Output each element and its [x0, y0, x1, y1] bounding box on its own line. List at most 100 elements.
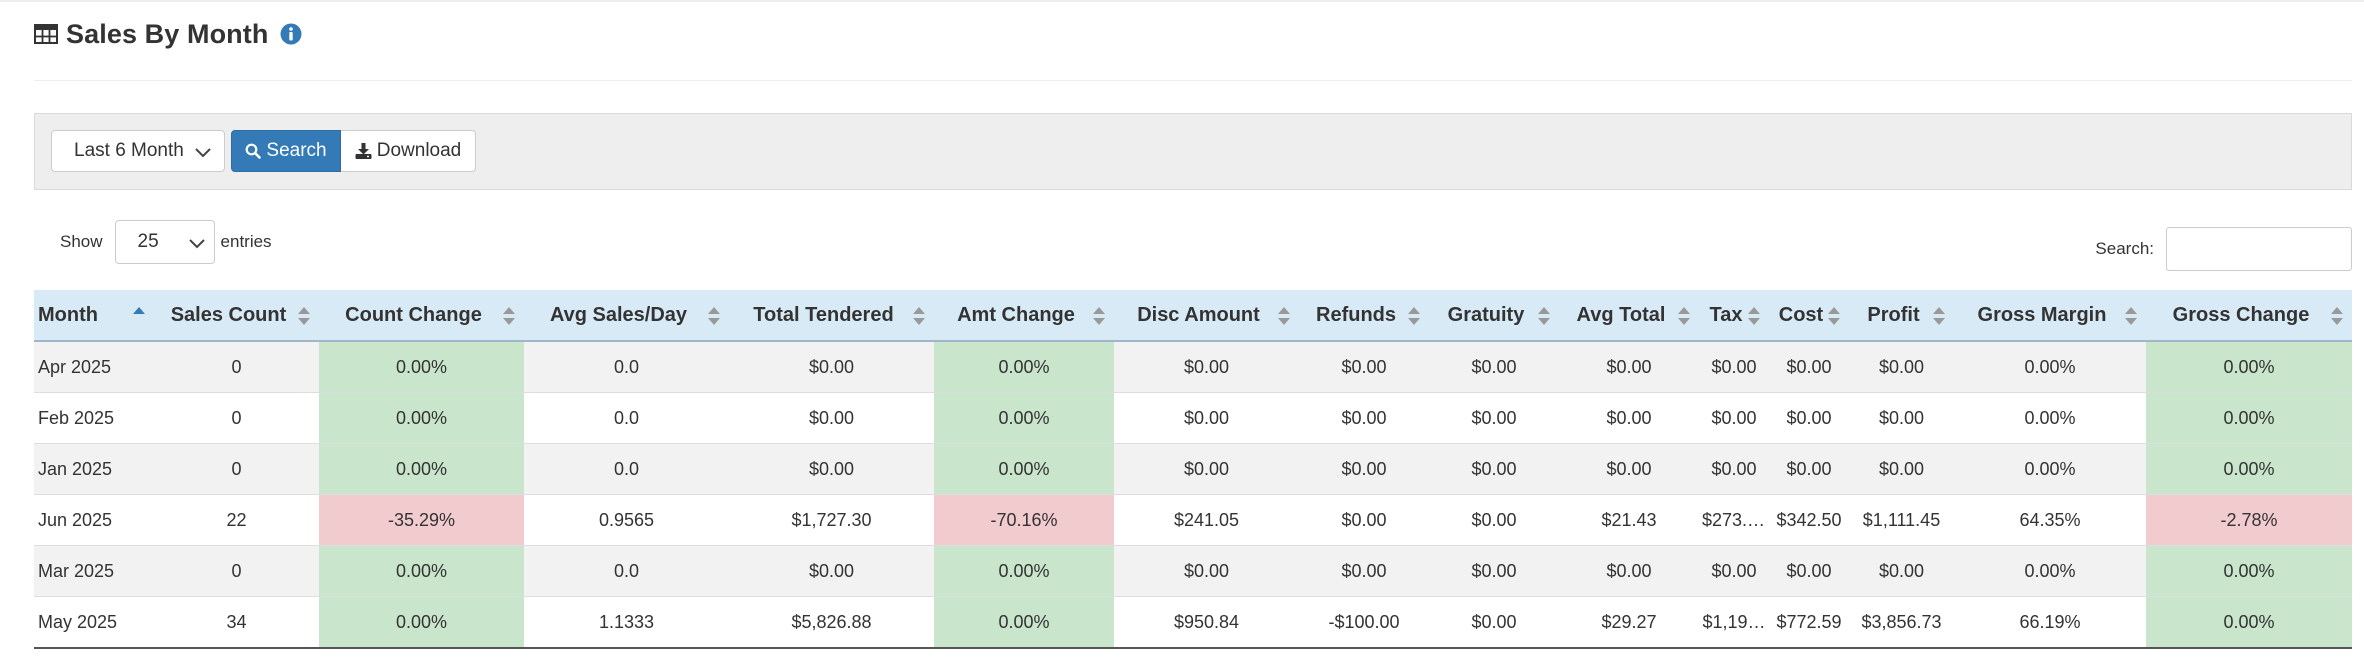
column-header[interactable]: Tax: [1699, 290, 1769, 342]
table-search: Search:: [2095, 227, 2352, 271]
column-header[interactable]: Count Change: [319, 290, 524, 342]
table-head: Month Sales Count Count Change Avg Sales/Da…: [34, 290, 2352, 342]
table-row: Feb 2025 0 0.00% 0.0 $0.00 0.00% $0.00 $0.00 $0.…: [34, 392, 2352, 444]
cell-count-change: 0.00%: [319, 340, 524, 393]
cell-amt-change: 0.00%: [934, 596, 1114, 649]
column-header-label: Gratuity: [1447, 303, 1525, 326]
cell-profit: $0.00: [1849, 392, 1954, 444]
table-body: Apr 2025 0 0.00% 0.0 $0.00 0.00% $0.00 $0.00 $0.…: [34, 340, 2352, 649]
column-header[interactable]: Refunds: [1299, 290, 1429, 342]
cell-month: Mar 2025: [34, 545, 154, 597]
cell-disc-amount: $0.00: [1114, 443, 1299, 495]
column-header[interactable]: Sales Count: [154, 290, 319, 342]
info-icon[interactable]: [280, 23, 302, 45]
cell-gratuity: $0.00: [1429, 545, 1559, 597]
column-header-label: Gross Change: [2172, 303, 2310, 326]
cell-refunds: $0.00: [1299, 392, 1429, 444]
column-header[interactable]: Gratuity: [1429, 290, 1559, 342]
column-header-label: Profit: [1867, 303, 1920, 326]
sort-both-icon: [708, 307, 720, 325]
cell-total-tendered: $0.00: [729, 392, 934, 444]
cell-cost: $772.59: [1769, 596, 1849, 649]
cell-tax: $0.00: [1699, 392, 1769, 444]
cell-tax: $0.00: [1699, 545, 1769, 597]
period-select-value: Last 6 Month: [74, 140, 184, 161]
column-header[interactable]: Gross Change: [2146, 290, 2352, 342]
cell-cost: $342.50: [1769, 494, 1849, 546]
column-header[interactable]: Total Tendered: [729, 290, 934, 342]
column-header[interactable]: Profit: [1849, 290, 1954, 342]
cell-month: Feb 2025: [34, 392, 154, 444]
column-header[interactable]: Avg Sales/Day: [524, 290, 729, 342]
chevron-down-icon: [188, 239, 205, 249]
cell-count-change: 0.00%: [319, 545, 524, 597]
cell-gross-margin: 0.00%: [1954, 340, 2146, 393]
column-header-label: Refunds: [1316, 303, 1396, 326]
table-row: Apr 2025 0 0.00% 0.0 $0.00 0.00% $0.00 $0.00 $0.…: [34, 340, 2352, 393]
column-header[interactable]: Avg Total: [1559, 290, 1699, 342]
sort-both-icon: [1408, 307, 1420, 325]
column-header-label: Gross Margin: [1977, 303, 2107, 326]
table-search-input[interactable]: [2166, 227, 2352, 271]
sort-both-icon: [1933, 307, 1945, 325]
cell-profit: $0.00: [1849, 340, 1954, 393]
table-row: Mar 2025 0 0.00% 0.0 $0.00 0.00% $0.00 $0.00 $0.…: [34, 545, 2352, 597]
cell-profit: $0.00: [1849, 443, 1954, 495]
cell-profit: $3,856.73: [1849, 596, 1954, 649]
cell-avg-sales-day: 0.0: [524, 340, 729, 393]
cell-gross-margin: 64.35%: [1954, 494, 2146, 546]
cell-avg-sales-day: 0.0: [524, 443, 729, 495]
period-select[interactable]: Last 6 Month: [51, 130, 225, 172]
cell-avg-total: $0.00: [1559, 392, 1699, 444]
cell-total-tendered: $1,727.30: [729, 494, 934, 546]
column-header[interactable]: Disc Amount: [1114, 290, 1299, 342]
cell-disc-amount: $0.00: [1114, 545, 1299, 597]
cell-cost: $0.00: [1769, 340, 1849, 393]
column-header[interactable]: Month: [34, 290, 154, 342]
column-header[interactable]: Cost: [1769, 290, 1849, 342]
page-length-value: 25: [137, 231, 159, 252]
column-header[interactable]: Amt Change: [934, 290, 1114, 342]
cell-tax: $273.35: [1699, 494, 1769, 546]
cell-disc-amount: $950.84: [1114, 596, 1299, 649]
cell-refunds: $0.00: [1299, 494, 1429, 546]
cell-sales-count: 22: [154, 494, 319, 546]
download-icon: [355, 143, 372, 159]
cell-amt-change: 0.00%: [934, 392, 1114, 444]
cell-total-tendered: $0.00: [729, 545, 934, 597]
cell-total-tendered: $0.00: [729, 443, 934, 495]
cell-count-change: 0.00%: [319, 596, 524, 649]
cell-refunds: $0.00: [1299, 545, 1429, 597]
column-header-label: Count Change: [345, 303, 482, 326]
search-button[interactable]: Search: [231, 130, 341, 172]
column-header[interactable]: Gross Margin: [1954, 290, 2146, 342]
sort-both-icon: [913, 307, 925, 325]
cell-gross-margin: 0.00%: [1954, 392, 2146, 444]
cell-gross-margin: 0.00%: [1954, 545, 2146, 597]
cell-gratuity: $0.00: [1429, 340, 1559, 393]
cell-total-tendered: $0.00: [729, 340, 934, 393]
cell-refunds: -$100.00: [1299, 596, 1429, 649]
cell-count-change: -35.29%: [319, 494, 524, 546]
cell-disc-amount: $0.00: [1114, 392, 1299, 444]
download-button[interactable]: Download: [341, 130, 476, 172]
search-icon: [245, 143, 262, 159]
cell-sales-count: 0: [154, 340, 319, 393]
page-length-select[interactable]: 25: [114, 220, 215, 264]
sort-both-icon: [503, 307, 515, 325]
cell-gratuity: $0.00: [1429, 392, 1559, 444]
cell-disc-amount: $241.05: [1114, 494, 1299, 546]
cell-avg-total: $0.00: [1559, 443, 1699, 495]
cell-month: Jun 2025: [34, 494, 154, 546]
cell-gross-change: 0.00%: [2146, 596, 2352, 649]
cell-cost: $0.00: [1769, 545, 1849, 597]
cell-sales-count: 0: [154, 545, 319, 597]
sort-both-icon: [2331, 307, 2343, 325]
column-header-label: Month: [38, 303, 98, 326]
cell-gross-margin: 66.19%: [1954, 596, 2146, 649]
cell-avg-total: $21.43: [1559, 494, 1699, 546]
cell-refunds: $0.00: [1299, 443, 1429, 495]
table-search-label: Search:: [2095, 239, 2154, 258]
table-row: Jun 2025 22 -35.29% 0.9565 $1,727.30 -70.16% $…: [34, 494, 2352, 546]
download-button-label: Download: [376, 140, 462, 161]
